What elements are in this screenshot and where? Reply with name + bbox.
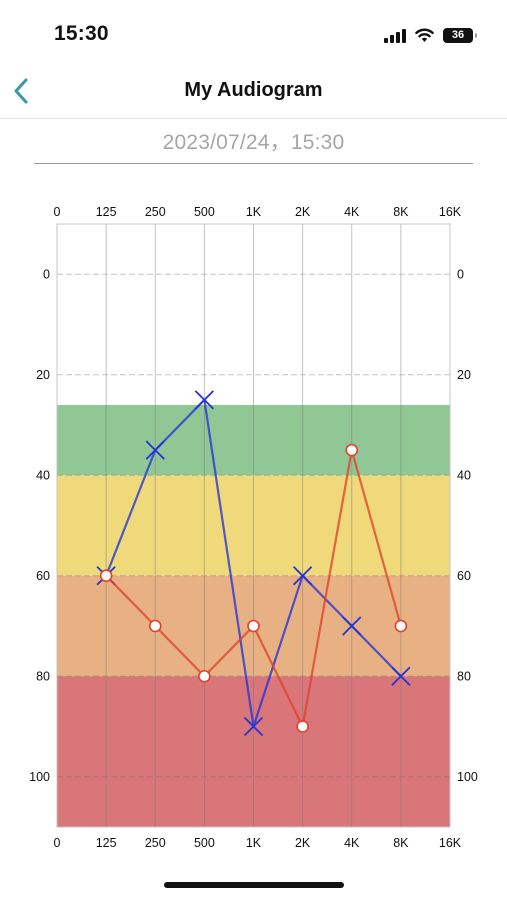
- series-0-point-500: [194, 390, 215, 410]
- audiogram-chart: 0 0 125 125 250 250 500 500 1K 1K 2K 2K 4K 4K 8K 8K 16K 1…: [0, 190, 507, 870]
- y-tick-right-100: 100: [457, 770, 478, 784]
- x-tick-bottom-1: 125: [96, 836, 117, 850]
- test-datetime: 2023/07/24，15:30: [162, 131, 345, 154]
- x-tick-top-6: 4K: [344, 205, 360, 219]
- series-0-point-8K: [391, 666, 411, 686]
- signal-icon: [384, 28, 406, 43]
- band-3: [57, 676, 450, 827]
- plot-frame: [56, 223, 451, 828]
- y-tick-left-100: 100: [29, 770, 50, 784]
- home-indicator[interactable]: [164, 882, 344, 888]
- y-tick-right-60: 60: [457, 569, 471, 583]
- y-tick-left-60: 60: [36, 569, 50, 583]
- x-tick-top-5: 2K: [295, 205, 311, 219]
- y-tick-left-20: 20: [36, 368, 50, 382]
- x-tick-top-8: 16K: [439, 205, 462, 219]
- y-tick-right-80: 80: [457, 669, 471, 683]
- chevron-left-icon: [14, 78, 28, 104]
- status-icons: 36: [384, 24, 477, 46]
- x-tick-top-2: 250: [145, 205, 166, 219]
- back-button[interactable]: [6, 74, 38, 108]
- y-tick-left-80: 80: [36, 669, 50, 683]
- series-0-point-250: [145, 440, 165, 460]
- y-tick-right-20: 20: [457, 368, 471, 382]
- x-tick-bottom-7: 8K: [393, 836, 409, 850]
- battery-icon: 36: [443, 27, 477, 43]
- x-tick-bottom-4: 1K: [246, 836, 262, 850]
- battery-level: 36: [451, 28, 465, 41]
- x-tick-bottom-8: 16K: [439, 836, 462, 850]
- x-tick-top-1: 125: [96, 205, 117, 219]
- x-tick-top-7: 8K: [393, 205, 409, 219]
- series-1-point-4K: [345, 443, 359, 457]
- series-0-point-1K: [243, 716, 264, 737]
- y-tick-left-40: 40: [36, 468, 50, 482]
- date-underline: [34, 163, 473, 164]
- series-1-point-250: [148, 619, 162, 633]
- series-1-point-500: [198, 669, 211, 683]
- x-tick-top-4: 1K: [246, 205, 262, 219]
- wifi-icon: [415, 28, 434, 42]
- x-tick-bottom-6: 4K: [344, 836, 360, 850]
- band-1: [57, 475, 450, 576]
- y-tick-right-0: 0: [457, 267, 464, 281]
- series-1-point-125: [99, 569, 113, 583]
- x-tick-top-0: 0: [54, 205, 61, 219]
- status-time: 15:30: [54, 22, 109, 45]
- x-tick-bottom-0: 0: [54, 836, 61, 850]
- series-0-point-4K: [342, 616, 362, 636]
- audiogram-svg: 0 0 125 125 250 250 500 500 1K 1K 2K 2K 4K 4K 8K 8K 16K 1…: [29, 205, 478, 850]
- y-tick-right-40: 40: [457, 468, 471, 482]
- status-bar: 15:30 36: [0, 0, 507, 60]
- y-tick-left-0: 0: [43, 267, 50, 281]
- page-title: My Audiogram: [184, 79, 323, 101]
- nav-bar: My Audiogram: [0, 64, 507, 119]
- x-tick-bottom-5: 2K: [295, 836, 311, 850]
- series-0-point-2K: [292, 566, 313, 586]
- x-tick-top-3: 500: [194, 205, 215, 219]
- x-tick-bottom-3: 500: [194, 836, 215, 850]
- x-tick-bottom-2: 250: [145, 836, 166, 850]
- series-1-point-8K: [394, 619, 408, 633]
- band-0: [57, 404, 450, 476]
- series-1-point-1K: [247, 619, 260, 633]
- series-1-point-2K: [296, 720, 309, 733]
